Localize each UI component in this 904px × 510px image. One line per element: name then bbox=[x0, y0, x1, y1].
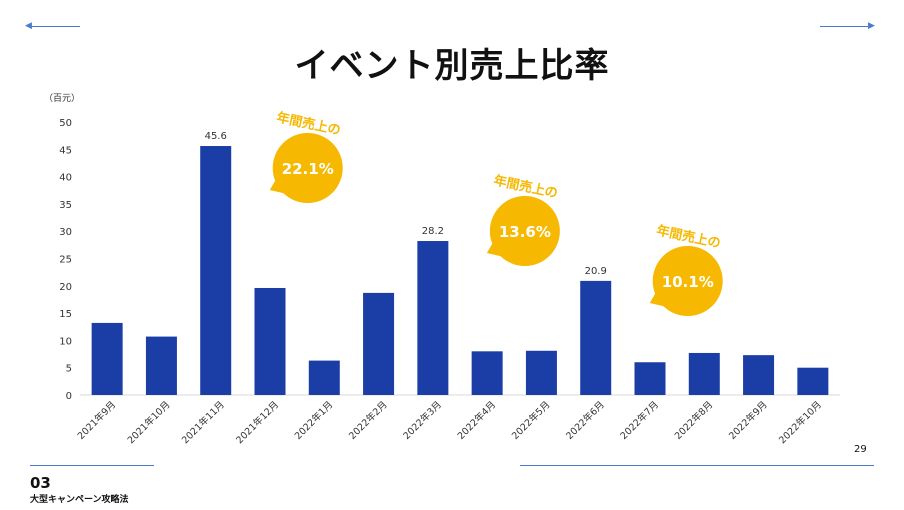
arrow-left-icon[interactable]: ◀ bbox=[25, 21, 32, 31]
y-unit-label: （百元） bbox=[44, 93, 80, 104]
section-name: 大型キャンペーン攻略法 bbox=[30, 495, 129, 505]
page-number: 29 bbox=[854, 444, 867, 455]
bar-14 bbox=[797, 367, 829, 395]
bar-9 bbox=[525, 350, 557, 395]
x-tick-label: 2022年5月 bbox=[509, 399, 552, 442]
arrow-right-icon[interactable]: ▶ bbox=[868, 21, 875, 31]
x-tick-label: 2022年9月 bbox=[726, 399, 769, 442]
bar-2 bbox=[145, 336, 177, 395]
nav-back-line[interactable] bbox=[30, 26, 80, 27]
bar-8 bbox=[471, 351, 503, 395]
bar-1 bbox=[91, 322, 123, 395]
y-tick-label: 15 bbox=[59, 309, 72, 320]
bar-5 bbox=[308, 360, 340, 395]
data-label: 20.9 bbox=[585, 266, 607, 277]
y-tick-label: 5 bbox=[66, 364, 72, 375]
x-tick-label: 2022年7月 bbox=[618, 399, 661, 442]
footer-divider-left bbox=[30, 465, 154, 466]
y-tick-label: 45 bbox=[59, 145, 72, 156]
y-tick-label: 0 bbox=[66, 391, 72, 402]
x-tick-label: 2021年10月 bbox=[125, 399, 173, 447]
data-label: 45.6 bbox=[205, 131, 227, 142]
callout-value: 22.1% bbox=[282, 160, 334, 178]
bar-6 bbox=[363, 292, 395, 395]
x-tick-label: 2022年2月 bbox=[346, 399, 389, 442]
data-label: 28.2 bbox=[422, 226, 444, 237]
y-tick-label: 20 bbox=[59, 282, 72, 293]
x-tick-label: 2022年6月 bbox=[564, 399, 607, 442]
bar-11 bbox=[634, 362, 666, 395]
x-tick-label: 2022年8月 bbox=[672, 399, 715, 442]
y-tick-label: 50 bbox=[59, 118, 72, 129]
x-tick-label: 2021年9月 bbox=[75, 399, 118, 442]
callout-bubble bbox=[489, 196, 560, 266]
section-number: 03 bbox=[30, 474, 51, 492]
bar-13 bbox=[743, 355, 775, 395]
x-tick-label: 2022年1月 bbox=[292, 399, 335, 442]
bar-4 bbox=[254, 287, 286, 395]
callout-value: 10.1% bbox=[662, 273, 714, 291]
bar-12 bbox=[688, 352, 720, 395]
callout-bubble bbox=[272, 133, 343, 203]
x-tick-label: 2021年12月 bbox=[234, 399, 282, 447]
page-title: イベント別売上比率 bbox=[294, 46, 610, 86]
y-tick-label: 25 bbox=[59, 255, 72, 266]
bar-10 bbox=[580, 280, 612, 395]
x-tick-label: 2022年4月 bbox=[455, 399, 498, 442]
bar-3 bbox=[200, 146, 232, 395]
footer-divider-right bbox=[520, 465, 874, 466]
y-tick-label: 35 bbox=[59, 200, 72, 211]
y-tick-label: 40 bbox=[59, 173, 72, 184]
x-tick-label: 2022年3月 bbox=[401, 399, 444, 442]
nav-forward-line[interactable] bbox=[820, 26, 870, 27]
y-tick-label: 30 bbox=[59, 227, 72, 238]
callout-value: 13.6% bbox=[499, 223, 551, 241]
y-tick-label: 10 bbox=[59, 336, 72, 347]
callout-bubble bbox=[652, 246, 723, 316]
x-tick-label: 2021年11月 bbox=[179, 399, 227, 447]
bar-7 bbox=[417, 241, 449, 395]
x-tick-label: 2022年10月 bbox=[776, 399, 824, 447]
